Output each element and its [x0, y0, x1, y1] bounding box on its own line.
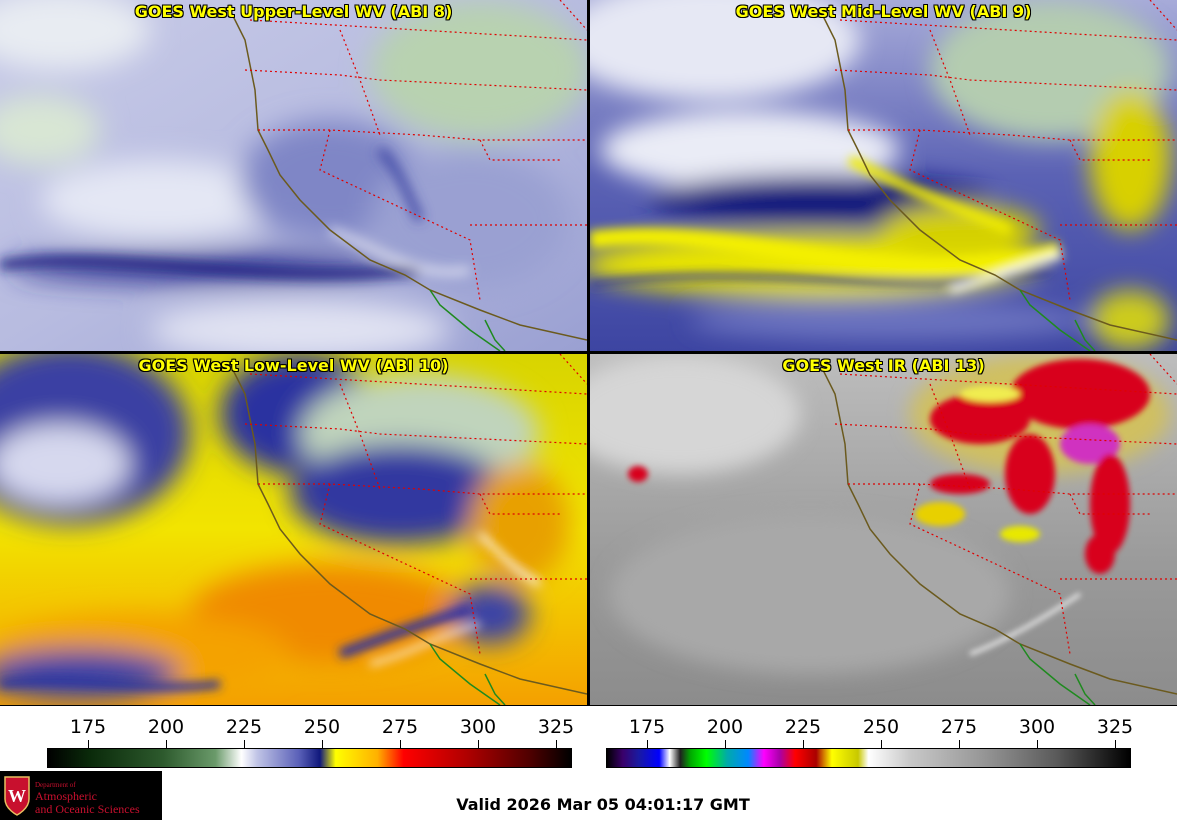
panel-divider-bottom — [0, 705, 1177, 706]
colorbar-tick — [647, 740, 648, 748]
colorbar-tick — [322, 740, 323, 748]
colorbar-tick — [88, 740, 89, 748]
colorbar-tick-label: 175 — [628, 716, 666, 738]
colorbar-tick-label: 275 — [940, 716, 978, 738]
mid-level-wv-panel: GOES West Mid-Level WV (ABI 9) — [590, 0, 1177, 351]
low-level-wv-panel: GOES West Low-Level WV (ABI 10) — [0, 354, 587, 705]
wv-colorbar: 175 200 225 250 275 300 325 — [47, 716, 575, 770]
panel-divider-horizontal — [0, 351, 1177, 354]
colorbar-tick — [959, 740, 960, 748]
mid-level-wv-image — [590, 0, 1177, 351]
low-level-wv-image — [0, 354, 587, 705]
colorbar-tick — [1115, 740, 1116, 748]
logo-text-line1: Department of — [35, 781, 76, 789]
panel-title: GOES West IR (ABI 13) — [782, 356, 985, 375]
uw-seal-icon: W — [4, 776, 30, 816]
colorbar-tick-label: 200 — [706, 716, 744, 738]
panel-title: GOES West Low-Level WV (ABI 10) — [138, 356, 449, 375]
colorbar-tick-label: 200 — [147, 716, 185, 738]
colorbar-tick-label: 275 — [381, 716, 419, 738]
colorbar-labels: 175 200 225 250 275 300 325 — [606, 716, 1134, 744]
colorbar-tick-label: 225 — [225, 716, 263, 738]
colorbar-gradient — [606, 748, 1131, 768]
upper-level-wv-image — [0, 0, 587, 351]
colorbar-tick-label: 250 — [303, 716, 341, 738]
colorbar-tick — [725, 740, 726, 748]
ir-image — [590, 354, 1177, 705]
colorbar-tick-label: 300 — [459, 716, 497, 738]
colorbar-tick — [166, 740, 167, 748]
colorbar-tick-label: 225 — [784, 716, 822, 738]
colorbar-tick — [478, 740, 479, 748]
seal-letter: W — [8, 786, 26, 806]
colorbar-tick-label: 325 — [1096, 716, 1134, 738]
colorbar-tick — [1037, 740, 1038, 748]
colorbar-tick — [556, 740, 557, 748]
colorbar-tick — [244, 740, 245, 748]
department-logo[interactable]: W Department of Atmospheric and Oceanic … — [0, 771, 162, 820]
logo-text-line3: and Oceanic Sciences — [35, 802, 140, 816]
colorbar-labels: 175 200 225 250 275 300 325 — [47, 716, 575, 744]
colorbar-tick — [400, 740, 401, 748]
colorbar-gradient — [47, 748, 572, 768]
valid-time: Valid 2026 Mar 05 04:01:17 GMT — [456, 795, 750, 814]
panel-title: GOES West Mid-Level WV (ABI 9) — [735, 2, 1032, 21]
colorbar-tick-label: 250 — [862, 716, 900, 738]
panel-title: GOES West Upper-Level WV (ABI 8) — [134, 2, 453, 21]
colorbar-tick — [881, 740, 882, 748]
colorbar-tick-label: 175 — [69, 716, 107, 738]
ir-colorbar: 175 200 225 250 275 300 325 — [606, 716, 1134, 770]
logo-text-line2: Atmospheric — [35, 789, 97, 803]
colorbar-tick-label: 325 — [537, 716, 575, 738]
colorbar-tick — [803, 740, 804, 748]
upper-level-wv-panel: GOES West Upper-Level WV (ABI 8) — [0, 0, 587, 351]
colorbar-tick-label: 300 — [1018, 716, 1056, 738]
ir-panel: GOES West IR (ABI 13) — [590, 354, 1177, 705]
